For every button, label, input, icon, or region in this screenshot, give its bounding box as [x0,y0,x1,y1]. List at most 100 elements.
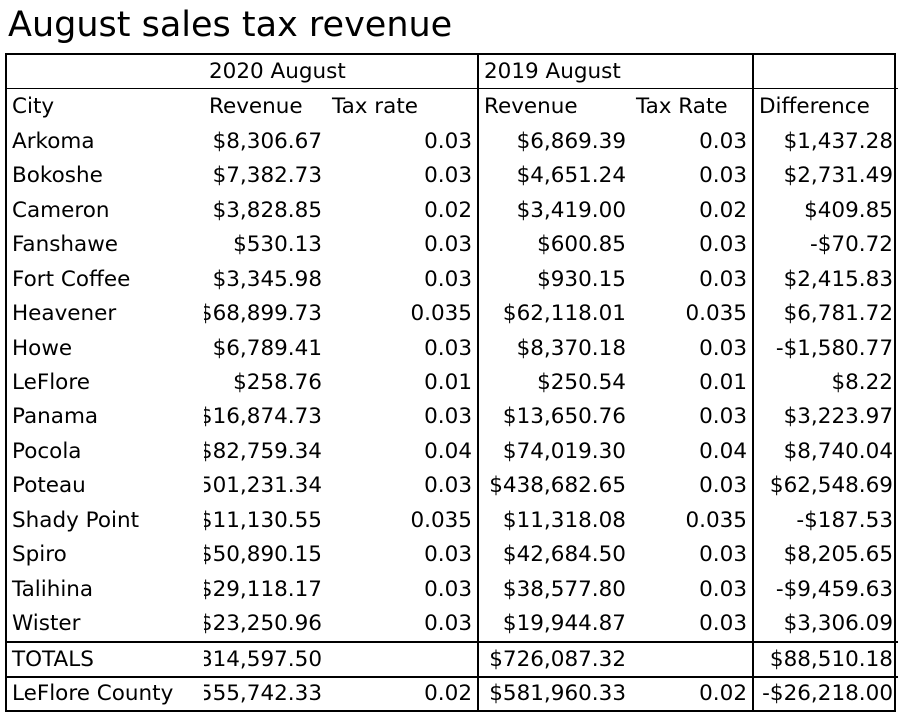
table-row-city-cell: Fort Coffee [12,266,131,292]
table-row-difference-cell: $3,223.97 [783,404,893,430]
table-row-difference-cell: $8,740.04 [783,438,893,464]
table-row-city-cell: Wister [12,611,81,637]
page-title: August sales tax revenue [8,5,453,45]
table-row-tax-rate-2020-cell: 0.01 [327,365,479,400]
county-row-revenue-2019-cell: $581,960.33 [479,675,631,710]
totals-row-tax-rate-2019-cell [631,641,754,676]
county-row-difference-cell: -$26,218.00 [754,675,898,710]
table-row-tax-rate-2020-cell: 0.04 [327,434,479,469]
table-row-tax-rate-2019-cell: 0.035 [631,503,754,538]
table-row-revenue-2019-cell: $62,118.01 [502,301,626,327]
column-header-revenue-2020: Revenue [209,94,303,120]
table-row-difference-cell: -$1,580.77 [775,335,893,361]
table-row-revenue-2020-cell: $7,382.73 [212,163,322,189]
county-row-revenue-2020-cell: $555,742.33 [204,675,327,710]
table-row-revenue-2019-cell: $11,318.08 [502,507,626,533]
table-row-city-cell: Shady Point [12,507,140,533]
table-row-tax-rate-2019-cell: 0.02 [631,192,754,228]
period-header-2020: 2020 August [204,55,479,90]
totals-row-tax-rate-2020-cell [327,641,479,676]
table-row-tax-rate-2020-cell: 0.03 [327,158,479,193]
table-row-revenue-2019-cell: $600.85 [537,232,626,258]
table-row-city-cell: LeFlore [12,369,90,395]
table-row-tax-rate-2019-cell: 0.03 [631,468,754,504]
table-row-revenue-2019-cell: $74,019.30 [502,438,626,464]
table-row-difference-cell: $409.85 [804,197,893,223]
table-row-tax-rate-2020-cell: 0.02 [327,192,479,228]
table-row-difference-cell: $2,731.49 [783,163,893,189]
table-row-revenue-2019-cell: $42,684.50 [502,542,626,568]
table-row-tax-rate-2019-cell: 0.03 [631,227,754,262]
table-row-revenue-2020-cell: $50,890.15 [204,542,322,568]
county-row-tax-rate-2019-cell: 0.02 [631,675,754,710]
table-row-tax-rate-2020-cell: 0.03 [327,399,479,435]
blank-corner-cell [7,55,204,90]
table-row-revenue-2019-cell: $8,370.18 [516,335,626,361]
table-row-tax-rate-2019-cell: 0.03 [631,123,754,159]
table-row-tax-rate-2019-cell: 0.03 [631,158,754,193]
column-header-difference: Difference [759,94,870,120]
period-header-blank [754,55,898,90]
table-row-revenue-2019-cell: $3,419.00 [516,197,626,223]
table-row-revenue-2019-cell: $930.15 [537,266,626,292]
table-row-city-cell: Arkoma [12,128,95,154]
table-row-revenue-2020-cell: $11,130.55 [204,507,322,533]
table-row-revenue-2019-cell: $19,944.87 [502,611,626,637]
table-row-city-cell: Talihina [12,576,94,602]
county-row-tax-rate-2020-cell: 0.02 [327,675,479,710]
table-row-revenue-2019-cell: $438,682.65 [489,473,626,499]
table-row-city-cell: Fanshawe [12,232,119,258]
table-row-revenue-2019-cell: $38,577.80 [502,576,626,602]
table-row-city-cell: Pocola [12,438,82,464]
table-row-tax-rate-2020-cell: 0.035 [327,503,479,538]
table-row-tax-rate-2019-cell: 0.01 [631,365,754,400]
table-row-tax-rate-2019-cell: 0.03 [631,572,754,607]
table-row-tax-rate-2019-cell: 0.03 [631,606,754,642]
table-row-revenue-2019-cell: $4,651.24 [516,163,626,189]
table-row-revenue-2020-cell: $6,789.41 [212,335,322,361]
table-row-revenue-2020-cell: $68,899.73 [204,301,322,327]
column-header-revenue-2019: Revenue [484,94,578,120]
table-row-city-cell: Heavener [12,301,117,327]
table-row-city-cell: Howe [12,335,73,361]
column-header-tax-rate-2020: Tax rate [327,89,479,124]
table-row-city-cell: Spiro [12,542,67,568]
table-row-city-cell: Poteau [12,473,86,499]
table-row-revenue-2019-cell: $13,650.76 [502,404,626,430]
table-row-revenue-2020-cell: $501,231.34 [204,473,322,499]
table-row-tax-rate-2020-cell: 0.03 [327,123,479,159]
table-row-tax-rate-2019-cell: 0.035 [631,296,754,331]
table-row-revenue-2020-cell: $3,345.98 [212,266,322,292]
table-row-revenue-2020-cell: $29,118.17 [204,576,322,602]
table-row-difference-cell: -$70.72 [810,232,893,258]
table-row-tax-rate-2020-cell: 0.03 [327,261,479,297]
table-row-tax-rate-2020-cell: 0.03 [327,572,479,607]
county-row-city-cell: LeFlore County [7,675,204,710]
table-row-revenue-2020-cell: $530.13 [233,232,322,258]
table-row-city-cell: Cameron [12,197,110,223]
table-row-tax-rate-2019-cell: 0.03 [631,330,754,366]
table-row-revenue-2020-cell: $23,250.96 [204,611,322,637]
table-row-difference-cell: -$187.53 [796,507,893,533]
table-row-revenue-2020-cell: $8,306.67 [212,128,322,154]
table-row-difference-cell: $8.22 [831,369,893,395]
table-row-tax-rate-2019-cell: 0.03 [631,261,754,297]
table-row-revenue-2019-cell: $250.54 [537,369,626,395]
sales-tax-table: 2020 August 2019 August City Revenue Tax… [5,53,898,712]
table-row-tax-rate-2019-cell: 0.04 [631,434,754,469]
table-row-city-cell: Panama [12,404,99,430]
table-row-tax-rate-2019-cell: 0.03 [631,399,754,435]
table-row-tax-rate-2020-cell: 0.03 [327,468,479,504]
table-row-revenue-2020-cell: $3,828.85 [212,197,322,223]
table-row-tax-rate-2020-cell: 0.03 [327,330,479,366]
table-row-tax-rate-2020-cell: 0.03 [327,227,479,262]
totals-row-revenue-2019-cell: $726,087.32 [479,641,631,675]
period-header-2019: 2019 August [479,55,754,90]
table-row-difference-cell: -$9,459.63 [775,576,893,602]
table-row-tax-rate-2020-cell: 0.03 [327,537,479,573]
table-row-difference-cell: $62,548.69 [769,473,893,499]
table-row-tax-rate-2019-cell: 0.03 [631,537,754,573]
table-row-difference-cell: $2,415.83 [783,266,893,292]
table-row-city-cell: Bokoshe [12,163,103,189]
totals-row-revenue-2020-cell: $814,597.50 [204,641,327,675]
